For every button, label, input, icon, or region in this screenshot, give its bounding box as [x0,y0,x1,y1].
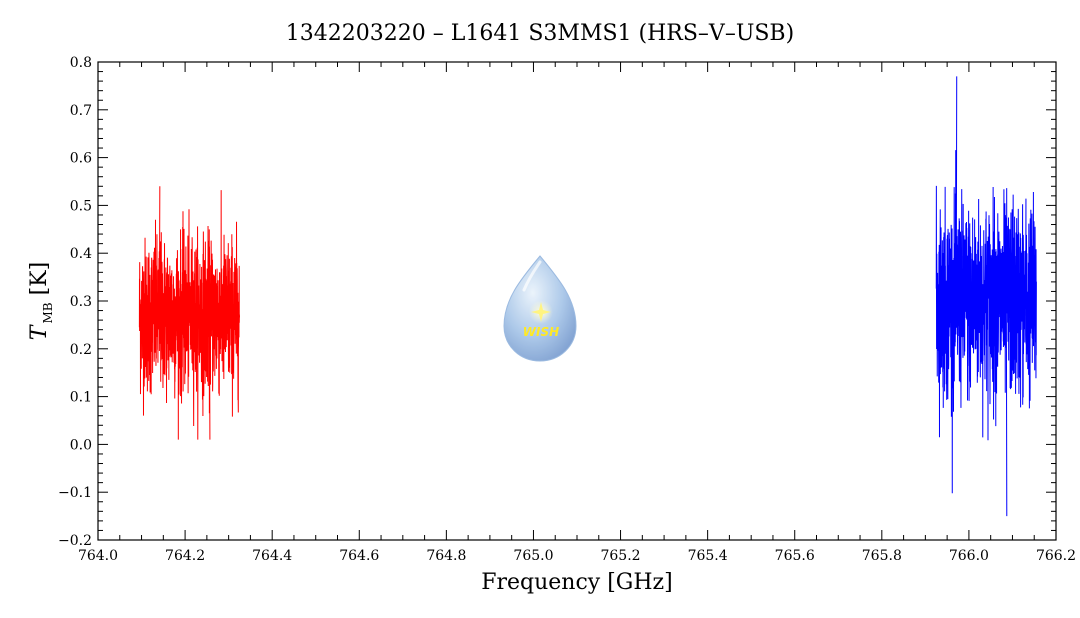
x-tick-label: 764.8 [426,548,466,564]
wish-logo-text: WISH [523,325,559,339]
x-tick-label: 765.2 [600,548,640,564]
y-tick-label: 0.7 [70,103,92,119]
x-tick-label: 764.0 [78,548,118,564]
x-tick-label: 766.2 [1036,548,1076,564]
y-axis-label-subscript: MB [41,302,55,323]
y-tick-label: 0.4 [70,246,92,262]
x-tick-label: 765.6 [775,548,815,564]
y-axis-ticks: −0.2 −0.1 0.0 0.1 0.2 0.3 0.4 0.5 0.6 0.7 0.8 [58,55,1056,549]
x-tick-label: 765.4 [688,548,728,564]
y-tick-label: 0.5 [70,198,92,214]
spectrum-series-2 [935,76,1037,517]
y-tick-label: 0.0 [70,437,92,453]
x-axis-ticks: 764.0 764.2 764.4 764.6 764.8 765.0 765.2 765.4… [78,62,1076,564]
x-tick-label: 766.0 [949,548,989,564]
y-tick-label: 0.8 [70,55,92,71]
y-axis-label-symbol: T [27,323,52,340]
y-tick-label: 0.2 [70,342,92,358]
x-axis-label: Frequency [GHz] [481,570,673,595]
y-tick-label: 0.1 [70,390,92,406]
x-tick-label: 764.6 [339,548,379,564]
plot-frame [97,61,1057,541]
spectrum-series-1 [138,186,241,440]
x-tick-label: 765.0 [513,548,553,564]
y-tick-label: 0.6 [70,151,92,167]
chart-title: 1342203220 – L1641 S3MMS1 (HRS–V–USB) [286,21,794,46]
wish-droplet-logo: WISH [503,255,577,362]
x-tick-label: 765.8 [862,548,902,564]
series-layer [138,76,1037,517]
y-tick-label: −0.2 [58,533,92,549]
y-axis-label-unit: [K] [27,262,52,303]
x-tick-label: 764.4 [252,548,292,564]
y-axis-label: TMB [K] [27,262,55,340]
y-tick-label: 0.3 [70,294,92,310]
x-tick-label: 764.2 [165,548,205,564]
y-tick-label: −0.1 [58,485,92,501]
